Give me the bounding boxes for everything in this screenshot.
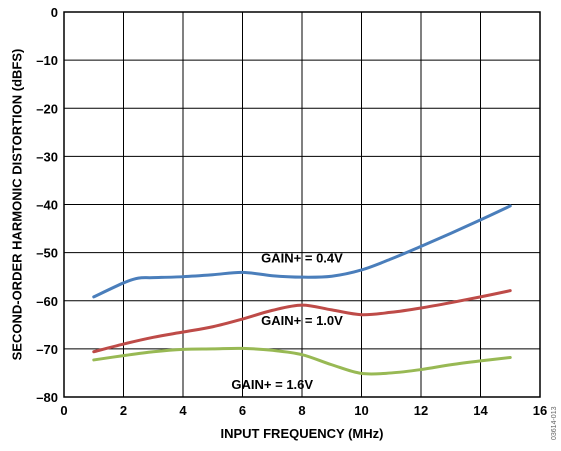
chart-grid: [64, 12, 540, 397]
series-line-1: [92, 204, 512, 299]
series-labels: GAIN+ = 0.4V GAIN+ = 1.0V GAIN+ = 1.6V: [231, 250, 343, 392]
x-tick-label: 10: [354, 403, 368, 418]
series-line-3: [92, 346, 512, 376]
y-tick-label: –50: [36, 246, 58, 261]
y-tick-label: 0: [51, 5, 58, 20]
figure-id-watermark: 03614-013: [551, 406, 558, 440]
x-tick-label: 2: [120, 403, 127, 418]
x-axis-title: INPUT FREQUENCY (MHz): [221, 426, 384, 441]
y-tick-label: –30: [36, 149, 58, 164]
x-tick-label: 14: [473, 403, 488, 418]
series-annotation: GAIN+ = 1.0V: [261, 313, 343, 328]
x-tick-label: 8: [298, 403, 305, 418]
y-tick-label: –20: [36, 101, 58, 116]
y-tick-label: –80: [36, 390, 58, 405]
y-tick-label: –60: [36, 294, 58, 309]
chart-series: [92, 204, 512, 376]
x-tick-label: 12: [414, 403, 428, 418]
series-annotation: GAIN+ = 0.4V: [261, 250, 343, 265]
x-tick-label: 4: [179, 403, 187, 418]
y-axis-title: SECOND-ORDER HARMONIC DISTORTION (dBFS): [9, 49, 24, 361]
series-annotation: GAIN+ = 1.6V: [231, 377, 313, 392]
y-tick-labels: 0 –10 –20 –30 –40 –50 –60 –70 –80: [36, 5, 58, 405]
x-tick-labels: 0 2 4 6 8 10 12 14 16: [60, 403, 547, 418]
x-tick-label: 16: [533, 403, 547, 418]
plot-frame: [63, 11, 541, 398]
series-line-2: [92, 289, 512, 354]
y-tick-label: –70: [36, 342, 58, 357]
y-tick-label: –10: [36, 53, 58, 68]
y-tick-label: –40: [36, 198, 58, 213]
x-tick-label: 6: [239, 403, 246, 418]
x-tick-label: 0: [60, 403, 67, 418]
